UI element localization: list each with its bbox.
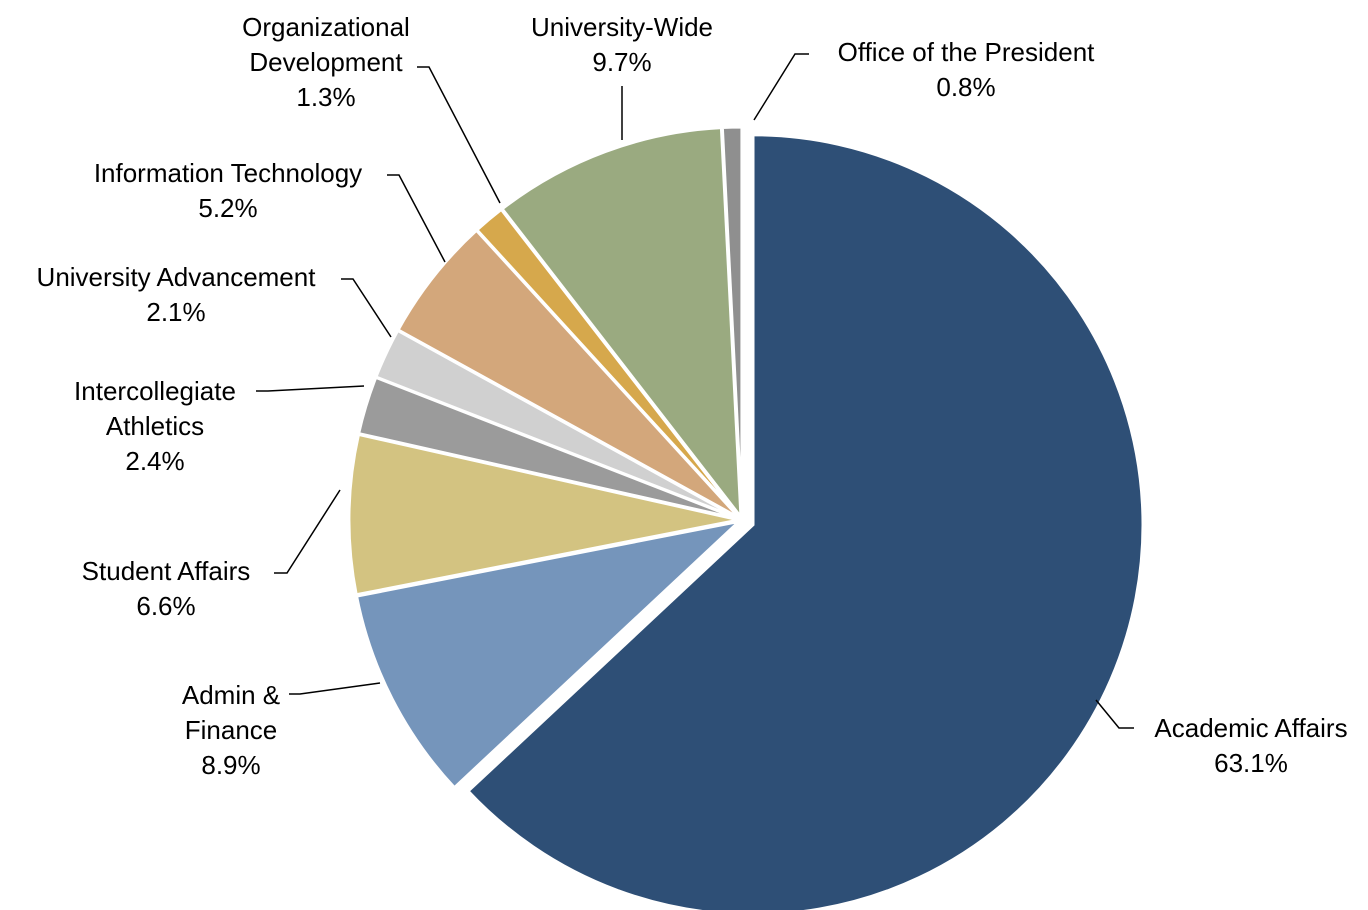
slice-value-label: 0.8% (936, 72, 995, 102)
slice-value-label: 2.4% (125, 446, 184, 476)
slice-value-label: 2.1% (146, 297, 205, 327)
slice-label-admin-and-finance: Admin & Finance 8.9% (182, 680, 280, 780)
slice-name-label: Athletics (106, 411, 204, 441)
slice-label-university-advancement: University Advancement 2.1% (37, 262, 317, 327)
leader-lines-layer (256, 53, 1134, 729)
pie-slice-academic-affairs (465, 133, 1145, 910)
leader-line-intercollegiate-athletics (256, 385, 365, 392)
slice-label-academic-affairs: Academic Affairs 63.1% (1154, 713, 1347, 778)
slice-name-label: Student Affairs (82, 556, 251, 586)
leader-line-academic-affairs (1095, 699, 1134, 729)
slice-name-label: Academic Affairs (1154, 713, 1347, 743)
slice-value-label: 9.7% (592, 47, 651, 77)
leader-line-office-of-the-president (753, 53, 809, 121)
leader-line-information-technology (387, 174, 446, 263)
slice-label-intercollegiate-athletics: Intercollegiate Athletics 2.4% (74, 376, 236, 476)
slices-layer (347, 125, 1145, 910)
slice-name-label: Development (249, 47, 403, 77)
slice-name-label: Information Technology (94, 158, 362, 188)
slice-name-label: Office of the President (838, 37, 1096, 67)
slice-label-organizational-development: Organizational Development 1.3% (242, 12, 410, 112)
slice-label-office-of-the-president: Office of the President 0.8% (838, 37, 1096, 102)
slice-value-label: 8.9% (201, 750, 260, 780)
pie-slice-university-wide (500, 126, 743, 522)
slice-name-label: Finance (185, 715, 278, 745)
slice-label-student-affairs: Student Affairs 6.6% (82, 556, 251, 621)
pie-slice-admin-and-finance (354, 518, 745, 790)
leader-line-admin-and-finance (289, 682, 381, 695)
slice-name-label: Intercollegiate (74, 376, 236, 406)
leader-line-organizational-development (417, 66, 501, 204)
slice-label-information-technology: Information Technology 5.2% (94, 158, 362, 223)
slice-value-label: 63.1% (1214, 748, 1288, 778)
slice-name-label: University-Wide (531, 12, 713, 42)
pie-slice-office-of-the-president (720, 125, 744, 518)
slice-label-university-wide: University-Wide 9.7% (531, 12, 713, 77)
leader-line-university-advancement (341, 278, 392, 338)
slice-name-label: Admin & (182, 680, 280, 710)
pie-slice-student-affairs (347, 432, 740, 597)
slice-value-label: 6.6% (136, 591, 195, 621)
slice-value-label: 1.3% (296, 82, 355, 112)
slice-name-label: Organizational (242, 12, 410, 42)
slice-value-label: 5.2% (198, 193, 257, 223)
labels-layer: Academic Affairs 63.1% Admin & Finance 8.9% S… (37, 12, 1348, 780)
leader-line-student-affairs (274, 489, 341, 574)
slice-name-label: University Advancement (37, 262, 317, 292)
